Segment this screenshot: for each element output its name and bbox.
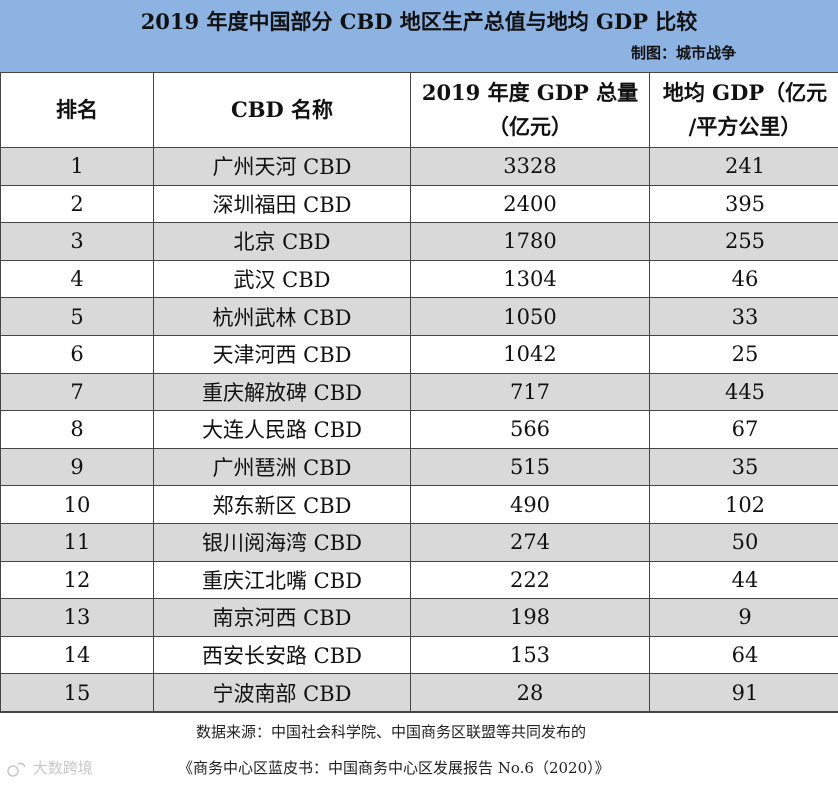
gdp-density-cell: 9 <box>650 599 838 637</box>
gdp-density-cell: 35 <box>650 448 838 486</box>
rank-cell: 15 <box>1 674 154 712</box>
cbd-name-cell: 天津河西 CBD <box>154 335 411 373</box>
table-header-row: 排名 CBD 名称 2019 年度 GDP 总量 （亿元） 地均 GDP（亿元 … <box>1 73 838 148</box>
gdp-total-cell: 222 <box>411 561 650 599</box>
column-header-gdp-total-line2: （亿元） <box>488 114 572 139</box>
cbd-name-cell: 郑东新区 CBD <box>154 486 411 524</box>
gdp-density-cell: 44 <box>650 561 838 599</box>
rank-cell: 4 <box>1 260 154 298</box>
column-header-rank: 排名 <box>1 73 154 148</box>
rank-cell: 13 <box>1 599 154 637</box>
gdp-density-cell: 91 <box>650 674 838 712</box>
column-header-gdp-total: 2019 年度 GDP 总量 （亿元） <box>411 73 650 148</box>
cbd-name-cell: 杭州武林 CBD <box>154 298 411 336</box>
rank-cell: 5 <box>1 298 154 336</box>
table-footer: 数据来源：中国社会科学院、中国商务区联盟等共同发布的 大数跨境 《商务中心区蓝皮… <box>0 712 838 790</box>
cbd-name-cell: 重庆解放碑 CBD <box>154 373 411 411</box>
gdp-total-cell: 1780 <box>411 223 650 261</box>
rank-cell: 8 <box>1 411 154 449</box>
rank-cell: 12 <box>1 561 154 599</box>
gdp-density-cell: 50 <box>650 523 838 561</box>
rank-cell: 14 <box>1 636 154 674</box>
data-source-line-1: 数据来源：中国社会科学院、中国商务区联盟等共同发布的 <box>196 721 586 742</box>
gdp-density-cell: 395 <box>650 185 838 223</box>
cbd-name-cell: 北京 CBD <box>154 223 411 261</box>
column-header-gdp-density: 地均 GDP（亿元 /平方公里） <box>650 73 838 148</box>
cbd-name-cell: 西安长安路 CBD <box>154 636 411 674</box>
column-header-cbd-name: CBD 名称 <box>154 73 411 148</box>
gdp-total-cell: 490 <box>411 486 650 524</box>
gdp-total-cell: 1050 <box>411 298 650 336</box>
gdp-density-cell: 64 <box>650 636 838 674</box>
table-title: 2019 年度中国部分 CBD 地区生产总值与地均 GDP 比较 <box>0 6 838 36</box>
column-header-gdp-total-line1: 2019 年度 GDP 总量 <box>422 80 638 105</box>
gdp-total-cell: 153 <box>411 636 650 674</box>
gdp-total-cell: 198 <box>411 599 650 637</box>
watermark-text: 大数跨境 <box>33 759 93 777</box>
column-header-gdp-density-line1: 地均 GDP（亿元 <box>663 80 827 105</box>
gdp-total-cell: 274 <box>411 523 650 561</box>
gdp-density-cell: 25 <box>650 335 838 373</box>
rank-cell: 11 <box>1 523 154 561</box>
table-header-banner: 2019 年度中国部分 CBD 地区生产总值与地均 GDP 比较 制图：城市战争 <box>0 0 838 73</box>
gdp-total-cell: 717 <box>411 373 650 411</box>
watermark-logo-icon <box>6 760 28 778</box>
data-source-line-2: 《商务中心区蓝皮书：中国商务中心区发展报告 No.6（2020）》 <box>178 757 610 778</box>
gdp-density-cell: 255 <box>650 223 838 261</box>
cbd-name-cell: 南京河西 CBD <box>154 599 411 637</box>
gdp-total-cell: 515 <box>411 448 650 486</box>
cbd-name-cell: 宁波南部 CBD <box>154 674 411 712</box>
rank-cell: 1 <box>1 148 154 186</box>
gdp-density-cell: 46 <box>650 260 838 298</box>
chart-maker-credit: 制图：城市战争 <box>631 42 736 63</box>
cbd-name-cell: 武汉 CBD <box>154 260 411 298</box>
gdp-density-cell: 241 <box>650 148 838 186</box>
rank-cell: 10 <box>1 486 154 524</box>
rank-cell: 2 <box>1 185 154 223</box>
rank-cell: 9 <box>1 448 154 486</box>
gdp-density-cell: 102 <box>650 486 838 524</box>
gdp-total-cell: 566 <box>411 411 650 449</box>
gdp-total-cell: 1304 <box>411 260 650 298</box>
rank-cell: 7 <box>1 373 154 411</box>
gdp-total-cell: 2400 <box>411 185 650 223</box>
watermark: 大数跨境 <box>6 757 93 778</box>
cbd-name-cell: 银川阅海湾 CBD <box>154 523 411 561</box>
gdp-density-cell: 33 <box>650 298 838 336</box>
rank-cell: 3 <box>1 223 154 261</box>
gdp-total-cell: 28 <box>411 674 650 712</box>
gdp-density-cell: 445 <box>650 373 838 411</box>
cbd-name-cell: 深圳福田 CBD <box>154 185 411 223</box>
cbd-name-cell: 重庆江北嘴 CBD <box>154 561 411 599</box>
column-header-gdp-density-line2: /平方公里） <box>689 114 802 139</box>
cbd-name-cell: 广州琶洲 CBD <box>154 448 411 486</box>
gdp-density-cell: 67 <box>650 411 838 449</box>
cbd-name-cell: 广州天河 CBD <box>154 148 411 186</box>
gdp-total-cell: 3328 <box>411 148 650 186</box>
cbd-gdp-table: 排名 CBD 名称 2019 年度 GDP 总量 （亿元） 地均 GDP（亿元 … <box>0 72 838 712</box>
rank-cell: 6 <box>1 335 154 373</box>
gdp-total-cell: 1042 <box>411 335 650 373</box>
cbd-name-cell: 大连人民路 CBD <box>154 411 411 449</box>
